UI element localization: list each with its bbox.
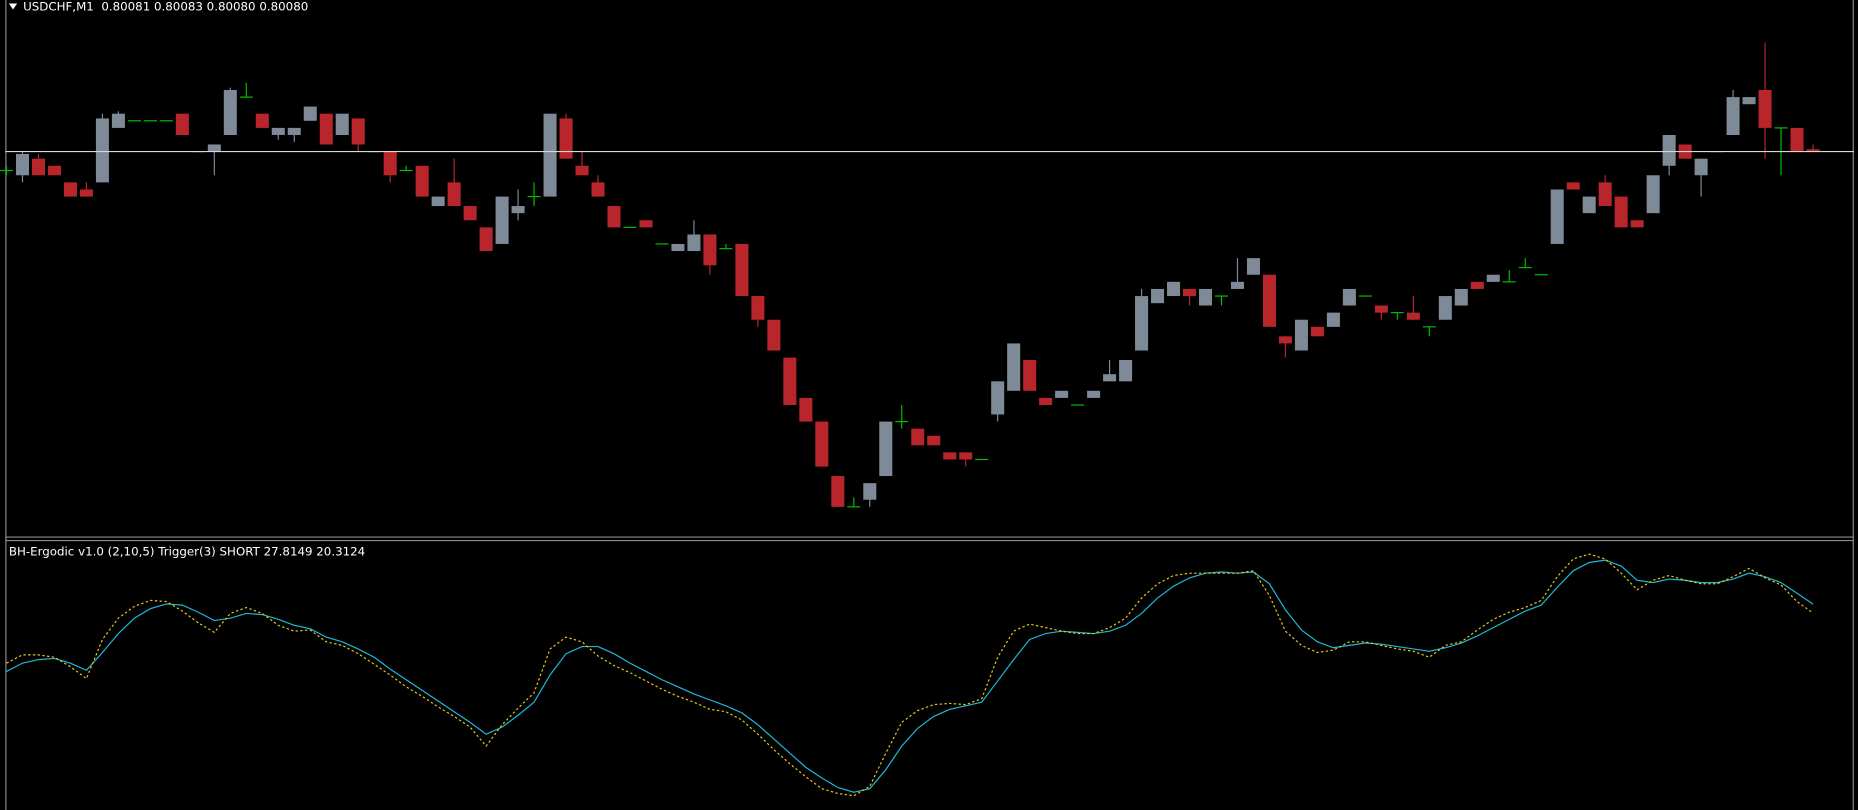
candle-body bbox=[1598, 182, 1612, 207]
candle-body bbox=[687, 234, 701, 252]
candle-body bbox=[911, 428, 925, 446]
candle-body bbox=[1566, 182, 1580, 190]
candle-body bbox=[927, 435, 941, 446]
candle-body bbox=[319, 113, 333, 145]
candle-body bbox=[1694, 158, 1708, 176]
candle-body bbox=[703, 234, 717, 266]
candle-body bbox=[1662, 135, 1676, 166]
candle-body bbox=[1023, 360, 1037, 391]
candle-body bbox=[111, 113, 125, 128]
candle-body bbox=[1790, 127, 1804, 152]
candle-body bbox=[63, 182, 77, 197]
candle-body bbox=[799, 397, 813, 422]
candle-body bbox=[207, 144, 221, 152]
candle-body bbox=[1374, 305, 1388, 313]
candle-body bbox=[463, 206, 477, 221]
candle-body bbox=[1055, 390, 1069, 398]
candle-body bbox=[991, 381, 1005, 415]
candle-body bbox=[1326, 312, 1340, 327]
candle-body bbox=[1262, 274, 1276, 327]
candle-body bbox=[1278, 336, 1292, 344]
candle-body bbox=[815, 421, 829, 467]
candle-body bbox=[1726, 97, 1740, 135]
candle-body bbox=[1470, 281, 1484, 289]
candle-body bbox=[591, 182, 605, 197]
candle-body bbox=[1183, 288, 1197, 297]
candle-body bbox=[287, 127, 301, 135]
candle-body bbox=[511, 206, 525, 214]
candle-body bbox=[863, 483, 877, 500]
candle-body bbox=[1582, 196, 1596, 214]
indicator-line bbox=[6, 553, 1814, 797]
candle-body bbox=[1039, 397, 1053, 405]
candle-body bbox=[543, 113, 557, 197]
indicator-pane bbox=[6, 553, 1814, 797]
candle-body bbox=[175, 113, 189, 135]
candle-body bbox=[15, 153, 29, 176]
candle-body bbox=[1406, 312, 1420, 320]
candle-body bbox=[943, 452, 957, 460]
indicator-header: BH-Ergodic v1.0 (2,10,5) Trigger(3) SHOR… bbox=[9, 544, 365, 558]
candle-body bbox=[303, 106, 317, 121]
candle-body bbox=[495, 196, 509, 244]
candle-body bbox=[1454, 288, 1468, 306]
candle-body bbox=[479, 227, 493, 252]
candle-body bbox=[639, 220, 653, 228]
candle-body bbox=[1007, 343, 1021, 391]
candle-body bbox=[31, 158, 45, 176]
candle-body bbox=[335, 113, 349, 135]
candle-body bbox=[1103, 374, 1117, 382]
candle-body bbox=[255, 113, 269, 128]
candle-body bbox=[575, 165, 589, 176]
candle-body bbox=[1294, 319, 1308, 351]
price-header: USDCHF,M1 0.80081 0.80083 0.80080 0.8008… bbox=[23, 0, 308, 14]
candle-body bbox=[767, 319, 781, 351]
candle-body bbox=[559, 118, 573, 159]
candle-body bbox=[1758, 90, 1772, 128]
candle-body bbox=[1630, 220, 1644, 228]
candle-body bbox=[1087, 390, 1101, 398]
candle-body bbox=[1230, 281, 1244, 289]
candle-body bbox=[47, 165, 61, 176]
candle-body bbox=[431, 196, 445, 207]
indicator-line bbox=[6, 559, 1814, 793]
candle-body bbox=[879, 421, 893, 477]
candle-body bbox=[1438, 296, 1452, 320]
candle-body bbox=[1806, 149, 1820, 152]
candle-body bbox=[223, 90, 237, 135]
candle-body bbox=[751, 296, 765, 320]
candle-body bbox=[831, 476, 845, 507]
candle-body bbox=[1310, 326, 1324, 337]
candle-body bbox=[1135, 296, 1149, 351]
candle-body bbox=[1342, 288, 1356, 306]
candle-body bbox=[1199, 288, 1213, 306]
candle-body bbox=[1742, 97, 1756, 105]
candle-body bbox=[1550, 189, 1564, 244]
candle-body bbox=[1151, 288, 1165, 304]
candle-body bbox=[671, 243, 685, 252]
collapse-arrow[interactable] bbox=[8, 3, 18, 10]
candle-body bbox=[95, 118, 109, 183]
candle-body bbox=[271, 127, 285, 135]
candle-body bbox=[1646, 175, 1660, 214]
candle-body bbox=[1167, 281, 1181, 297]
candle-body bbox=[1119, 360, 1133, 382]
candle-body bbox=[415, 165, 429, 197]
candle-body bbox=[783, 357, 797, 405]
candle-body bbox=[735, 243, 749, 297]
candle-body bbox=[1486, 274, 1500, 282]
candle-body bbox=[607, 206, 621, 228]
price-pane bbox=[0, 42, 1854, 508]
candle-body bbox=[79, 189, 93, 197]
candle-body bbox=[1246, 258, 1260, 275]
candle-body bbox=[959, 452, 973, 460]
candle-body bbox=[383, 151, 397, 176]
candle-body bbox=[1614, 196, 1628, 228]
candle-body bbox=[447, 182, 461, 207]
candle-body bbox=[351, 118, 365, 145]
